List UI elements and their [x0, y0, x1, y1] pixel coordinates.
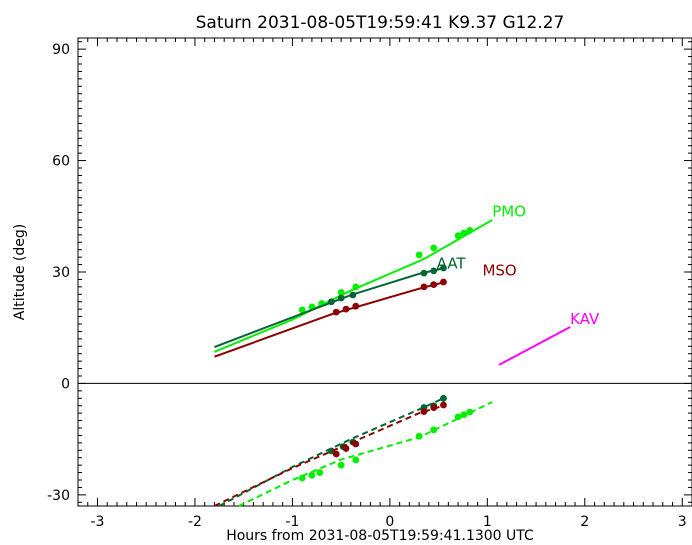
data-point-aat [337, 294, 345, 302]
data-point-pmo [415, 432, 423, 440]
series-line-mso [214, 281, 444, 358]
series-label-pmo: PMO [492, 202, 526, 220]
x-axis-label: Hours from 2031-08-05T19:59:41.1300 UTC [226, 528, 534, 544]
data-point-pmo [466, 408, 474, 416]
series-label-aat: AAT [437, 254, 467, 272]
y-tick-label: 30 [52, 265, 70, 281]
data-point-pmo [466, 227, 474, 234]
series-pmo: PMO [214, 202, 526, 507]
series-label-mso: MSO [482, 262, 516, 280]
data-point-mso [440, 278, 447, 286]
data-point-aat [430, 267, 438, 275]
series-kav: KAV [498, 310, 600, 366]
data-point-aat [349, 291, 357, 299]
y-tick-label: 0 [61, 376, 70, 392]
data-point-mso [352, 302, 360, 310]
data-point-mso [342, 445, 350, 452]
series-dashed-line-pmo [238, 401, 493, 507]
y-tick-label: 90 [52, 42, 70, 58]
data-point-mso [332, 450, 340, 458]
data-point-aat [440, 264, 447, 272]
data-point-pmo [460, 411, 468, 419]
x-tick-label: 2 [580, 514, 589, 530]
data-point-pmo [308, 471, 316, 479]
x-tick-label: -2 [188, 514, 202, 530]
plot-frame [77, 37, 692, 507]
tick-labels: -3 -2 -1 0 1 2 3 -30 0 30 60 90 [47, 42, 687, 530]
chart-title: Saturn 2031-08-05T19:59:41 K9.37 G12.27 [196, 13, 565, 33]
data-point-mso [420, 283, 428, 291]
x-tick-label: 3 [678, 514, 687, 530]
data-point-mso [332, 308, 340, 316]
data-point-aat [440, 394, 447, 402]
axis-ticks [77, 38, 692, 506]
data-point-pmo [430, 244, 438, 252]
y-tick-label: 60 [52, 154, 70, 170]
data-point-pmo [298, 474, 306, 482]
series-dashed-line-aat [218, 397, 444, 507]
data-point-pmo [337, 289, 345, 296]
data-point-aat [327, 447, 335, 455]
series-mso: MSO [214, 262, 517, 507]
data-point-mso [420, 408, 428, 416]
data-point-pmo [352, 283, 360, 291]
data-point-pmo [454, 232, 462, 240]
data-point-pmo [337, 461, 345, 469]
data-point-pmo [460, 229, 468, 237]
data-point-pmo [415, 251, 423, 259]
x-tick-label: -1 [285, 514, 299, 530]
data-point-pmo [430, 426, 438, 434]
data-point-mso [430, 281, 438, 289]
x-tick-label: 1 [483, 514, 492, 530]
data-point-mso [440, 401, 447, 409]
y-axis-label: Altitude (deg) [12, 224, 28, 320]
series-line-kav [498, 326, 571, 366]
series-line-aat [214, 267, 444, 348]
series-label-kav: KAV [570, 310, 600, 328]
series-line-pmo [214, 219, 493, 353]
data-point-mso [430, 404, 438, 411]
data-point-pmo [454, 413, 462, 421]
y-tick-label: -30 [47, 488, 70, 504]
data-point-pmo [352, 456, 360, 464]
data-point-pmo [316, 469, 324, 476]
series-group: PMO AAT MSO KAV [214, 202, 600, 507]
x-tick-label: -3 [91, 514, 105, 530]
data-point-aat [420, 269, 428, 277]
data-point-mso [342, 305, 350, 313]
data-point-pmo [298, 306, 306, 314]
x-tick-label: 0 [385, 514, 394, 530]
data-point-aat [327, 298, 335, 306]
data-point-mso [352, 440, 360, 448]
